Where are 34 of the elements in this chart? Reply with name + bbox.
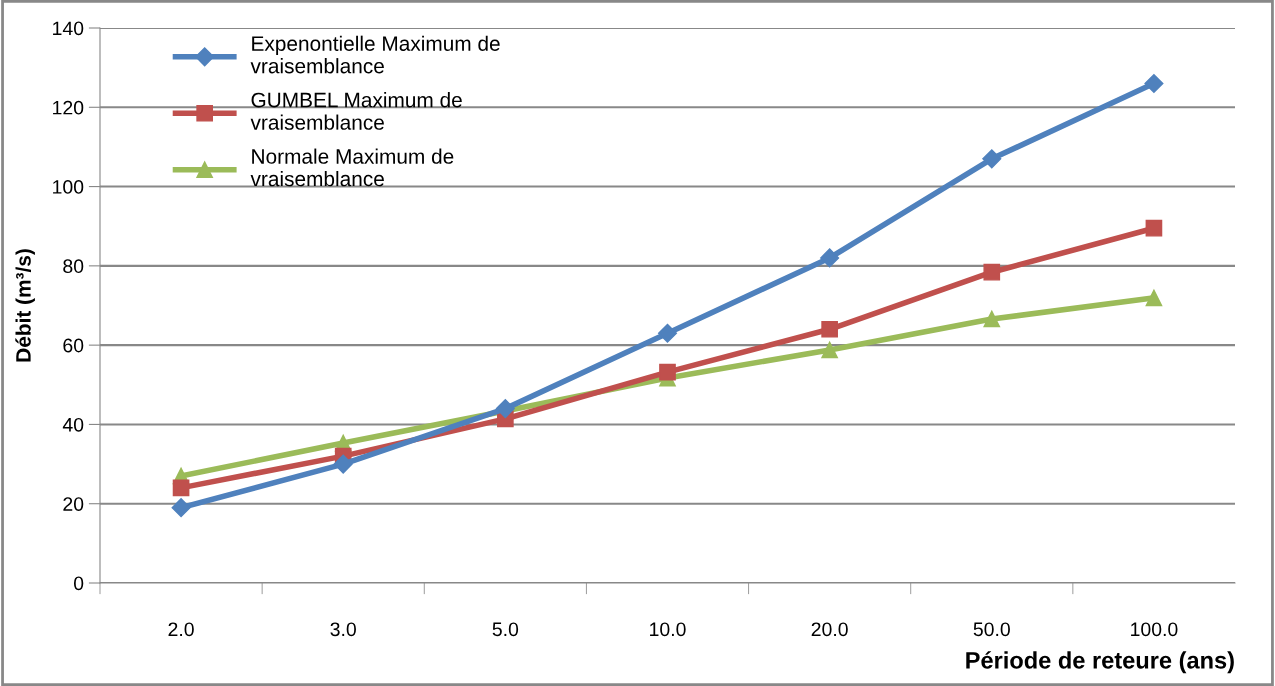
- point: [657, 323, 678, 343]
- x-tick-label: 20.0: [811, 622, 848, 637]
- y-tick-label: 80: [63, 259, 84, 274]
- point: [171, 498, 191, 518]
- x-tick-label: 50.0: [973, 622, 1010, 637]
- legend-label: Expenontielle Maximum de vraisemblance: [250, 35, 500, 74]
- point: [983, 263, 1001, 281]
- x-tick-label: 2.0: [168, 622, 194, 637]
- point: [1144, 73, 1164, 94]
- y-tick-label: 100: [53, 180, 84, 194]
- x-tick-label: 5.0: [492, 622, 519, 637]
- point: [1145, 289, 1163, 307]
- y-tick-label: 60: [63, 338, 84, 353]
- y-axis-title: Débit (m³/s): [15, 249, 35, 362]
- point: [821, 341, 838, 359]
- x-tick-label: 3.0: [330, 622, 356, 637]
- point: [333, 454, 353, 474]
- point: [983, 310, 1001, 328]
- point: [1145, 219, 1163, 237]
- point: [172, 479, 190, 497]
- point: [820, 248, 840, 268]
- x-tick-label: 10.0: [650, 622, 686, 637]
- point: [982, 149, 1002, 169]
- x-axis-title: Période de reteure (ans): [966, 651, 1234, 674]
- point: [821, 320, 838, 338]
- legend-label: GUMBEL Maximum de vraisemblance: [250, 92, 462, 130]
- y-tick-label: 0: [73, 576, 84, 591]
- y-tick-label: 140: [53, 21, 84, 36]
- y-tick-label: 40: [62, 417, 84, 432]
- point: [659, 363, 676, 381]
- y-tick-label: 120: [53, 100, 84, 115]
- y-tick-label: 20: [63, 497, 84, 511]
- legend-label: Normale Maximum de vraisemblance: [250, 148, 454, 187]
- x-tick-label: 100.0: [1131, 622, 1178, 637]
